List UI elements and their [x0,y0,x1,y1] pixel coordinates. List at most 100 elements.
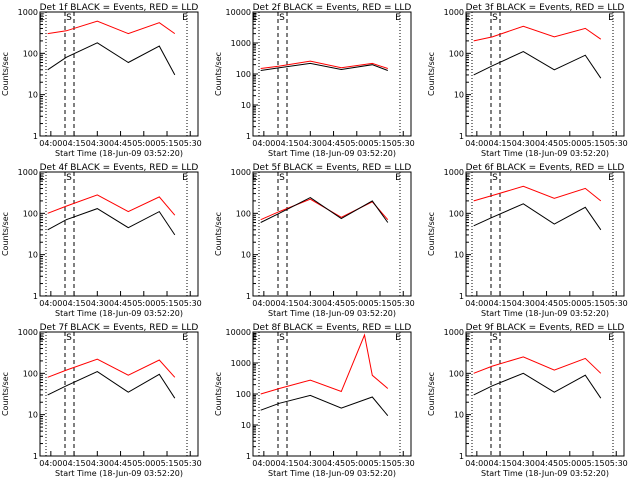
x-tick-label: 05:00 [132,139,155,148]
x-tick-label: 04:45 [322,299,345,308]
series-line [260,60,388,69]
chart-panel: Det 2f BLACK = Events, RED = LLD 1 10 100 10… [213,0,426,160]
x-tick-label: 04:00 [39,459,62,468]
x-axis-label: Start Time (18-Jun-09 03:52:20) [55,309,183,318]
x-tick-label: 05:30 [605,139,628,148]
chart-svg: Det 5f BLACK = Events, RED = LLD 1 10 100 10… [214,163,415,318]
marker-label: E [395,173,401,183]
x-tick-label: 05:15 [368,139,391,148]
marker-label: E [182,13,188,23]
series-line [47,42,176,76]
y-tick-label: 10 [241,101,251,110]
marker-label: E [252,173,258,183]
y-tick-label: 1 [33,132,38,141]
x-tick-label: 04:30 [512,139,535,148]
x-tick-label: 05:15 [368,299,391,308]
x-tick-label: 04:30 [512,459,535,468]
marker-label: S [279,333,285,343]
x-tick-label: 04:15 [276,459,299,468]
series-line [473,372,602,399]
series-line [473,203,602,231]
marker-label: E [465,173,471,183]
x-tick-label: 05:15 [155,299,178,308]
x-tick-label: 05:30 [392,139,415,148]
marker-label: S [279,173,285,183]
y-tick-label: 100 [23,49,38,58]
x-tick-label: 04:45 [535,299,558,308]
marker-label: E [182,333,188,343]
x-tick-label: 04:45 [322,459,345,468]
y-axis-label: Counts/sec [214,212,223,256]
marker-label: E [39,333,45,343]
chart-svg: Det 4f BLACK = Events, RED = LLD 1 10 100 10… [1,163,202,318]
x-tick-label: 05:30 [392,459,415,468]
y-tick-label: 1 [33,292,38,301]
chart-panel: Det 7f BLACK = Events, RED = LLD 1 10 100 10… [0,320,213,480]
x-tick-label: 05:00 [345,139,368,148]
y-tick-label: 10000 [226,8,251,17]
y-axis-label: Counts/sec [1,52,10,96]
y-tick-label: 10 [454,91,464,100]
y-axis-label: Counts/sec [427,372,436,416]
x-tick-label: 04:30 [86,299,109,308]
y-tick-label: 10 [241,421,251,430]
marker-label: E [465,333,471,343]
x-tick-label: 04:00 [252,459,275,468]
marker-label: S [492,333,498,343]
chart-panel: Det 9f BLACK = Events, RED = LLD 1 10 100 10… [426,320,639,480]
y-tick-label: 1000 [18,328,38,337]
chart-title: Det 7f BLACK = Events, RED = LLD [40,323,199,333]
y-tick-label: 1 [459,452,464,461]
x-tick-label: 04:15 [63,299,86,308]
series-line [260,394,389,417]
x-tick-label: 05:00 [132,299,155,308]
y-tick-label: 100 [449,369,464,378]
series-line [260,62,388,71]
marker-label: E [608,333,614,343]
plot-frame [252,11,412,137]
y-tick-label: 1000 [444,168,464,177]
x-axis-label: Start Time (18-Jun-09 03:52:20) [481,149,609,158]
y-axis-label: Counts/sec [214,52,223,96]
marker-label: S [66,333,72,343]
marker-label: E [465,13,471,23]
x-tick-label: 05:00 [132,459,155,468]
series-line [473,356,602,374]
x-tick-label: 04:30 [86,139,109,148]
marker-label: E [39,173,45,183]
x-tick-label: 04:30 [512,299,535,308]
chart-panel: Det 6f BLACK = Events, RED = LLD 1 10 100 10… [426,160,639,320]
chart-svg: Det 9f BLACK = Events, RED = LLD 1 10 100 10… [427,323,628,478]
x-tick-label: 04:15 [276,299,299,308]
chart-svg: Det 6f BLACK = Events, RED = LLD 1 10 100 10… [427,163,628,318]
x-tick-label: 04:15 [489,299,512,308]
marker-label: E [608,13,614,23]
x-tick-label: 04:15 [276,139,299,148]
x-axis-label: Start Time (18-Jun-09 03:52:20) [268,309,396,318]
x-tick-label: 04:30 [299,139,322,148]
y-tick-label: 100 [449,209,464,218]
marker-label: E [182,173,188,183]
chart-title: Det 6f BLACK = Events, RED = LLD [466,163,625,173]
x-tick-label: 05:00 [345,299,368,308]
series-line [473,25,602,42]
x-tick-label: 05:30 [179,299,202,308]
x-tick-label: 04:30 [299,299,322,308]
plot-frame [252,331,412,457]
y-tick-label: 1000 [444,8,464,17]
y-tick-label: 10000 [226,328,251,337]
y-tick-label: 10 [241,251,251,260]
x-tick-label: 04:15 [63,139,86,148]
y-tick-label: 10 [28,91,38,100]
chart-svg: Det 8f BLACK = Events, RED = LLD 1 10 100 10… [214,323,415,478]
x-tick-label: 05:30 [392,299,415,308]
marker-label: E [39,13,45,23]
x-tick-label: 04:45 [109,459,132,468]
marker-label: S [492,13,498,23]
chart-svg: Det 3f BLACK = Events, RED = LLD 1 10 100 10… [427,3,628,158]
series-line [260,198,389,221]
x-tick-label: 05:00 [558,299,581,308]
series-line [47,371,176,399]
x-tick-label: 05:30 [605,459,628,468]
plot-frame [39,171,199,297]
